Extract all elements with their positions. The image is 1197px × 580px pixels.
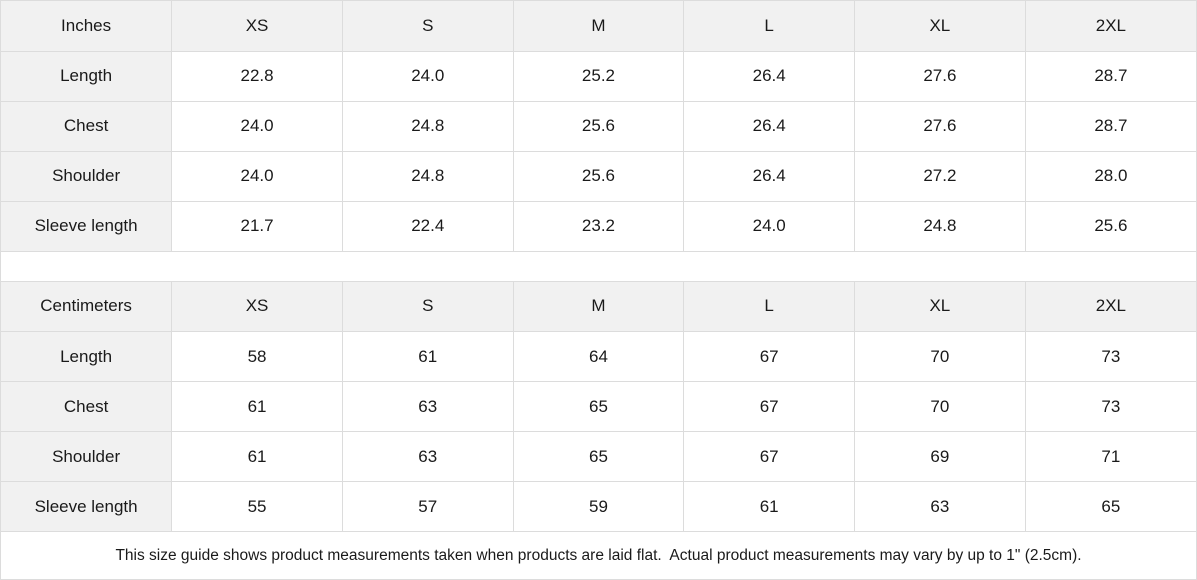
measurement-value-cell: 63 xyxy=(342,381,514,432)
size-header-cell: L xyxy=(683,1,856,52)
measurement-value-cell: 27.6 xyxy=(854,101,1026,152)
measurement-value-cell: 73 xyxy=(1025,331,1196,382)
measurement-value-cell: 25.6 xyxy=(513,151,685,202)
measurement-value-cell: 24.0 xyxy=(171,101,343,152)
inches-size-table: Inches XS S M L XL 2XL Length 22.8 24.0 25.2 26.4 27… xyxy=(1,1,1196,252)
measurement-value-cell: 27.6 xyxy=(854,51,1026,102)
measurement-value-cell: 24.8 xyxy=(854,201,1026,252)
measurement-value-cell: 65 xyxy=(1025,481,1196,532)
measurement-label-cell: Length xyxy=(1,331,173,382)
measurement-value-cell: 27.2 xyxy=(854,151,1026,202)
measurement-value-cell: 28.7 xyxy=(1025,101,1196,152)
measurement-value-cell: 25.2 xyxy=(513,51,685,102)
measurement-value-cell: 61 xyxy=(342,331,514,382)
measurement-row: Chest 24.0 24.8 25.6 26.4 27.6 28.7 xyxy=(1,101,1196,152)
measurement-value-cell: 63 xyxy=(342,431,514,482)
measurement-row: Length 58 61 64 67 70 73 xyxy=(1,331,1196,382)
size-header-row: Centimeters XS S M L XL 2XL xyxy=(1,281,1196,332)
measurement-value-cell: 57 xyxy=(342,481,514,532)
measurement-value-cell: 26.4 xyxy=(683,51,856,102)
measurement-value-cell: 21.7 xyxy=(171,201,343,252)
size-header-cell: XS xyxy=(171,281,343,332)
unit-header-cell: Centimeters xyxy=(1,281,173,332)
measurement-label-cell: Shoulder xyxy=(1,431,173,482)
measurement-value-cell: 28.7 xyxy=(1025,51,1196,102)
measurement-value-cell: 55 xyxy=(171,481,343,532)
measurement-value-cell: 61 xyxy=(683,481,856,532)
measurement-label-cell: Sleeve length xyxy=(1,481,173,532)
measurement-label-cell: Shoulder xyxy=(1,151,173,202)
measurement-value-cell: 69 xyxy=(854,431,1026,482)
measurement-label-cell: Chest xyxy=(1,381,173,432)
measurement-value-cell: 65 xyxy=(513,431,685,482)
measurement-row: Chest 61 63 65 67 70 73 xyxy=(1,381,1196,432)
measurement-label-cell: Sleeve length xyxy=(1,201,173,252)
measurement-value-cell: 22.4 xyxy=(342,201,514,252)
measurement-value-cell: 70 xyxy=(854,381,1026,432)
measurement-value-cell: 24.0 xyxy=(683,201,856,252)
centimeters-size-table: Centimeters XS S M L XL 2XL Length 58 61 64 67 70 73 C… xyxy=(1,281,1196,532)
measurement-value-cell: 61 xyxy=(171,431,343,482)
size-header-cell: 2XL xyxy=(1025,1,1196,52)
measurement-label-cell: Length xyxy=(1,51,173,102)
measurement-value-cell: 70 xyxy=(854,331,1026,382)
measurement-value-cell: 28.0 xyxy=(1025,151,1196,202)
measurement-value-cell: 65 xyxy=(513,381,685,432)
measurement-value-cell: 64 xyxy=(513,331,685,382)
measurement-value-cell: 23.2 xyxy=(513,201,685,252)
size-guide-note: This size guide shows product measuremen… xyxy=(1,532,1196,579)
size-header-cell: XS xyxy=(171,1,343,52)
measurement-value-cell: 71 xyxy=(1025,431,1196,482)
measurement-value-cell: 24.0 xyxy=(171,151,343,202)
size-header-cell: XL xyxy=(854,281,1026,332)
measurement-value-cell: 24.0 xyxy=(342,51,514,102)
measurement-value-cell: 59 xyxy=(513,481,685,532)
measurement-label-cell: Chest xyxy=(1,101,173,152)
size-header-cell: S xyxy=(342,1,514,52)
size-header-cell: 2XL xyxy=(1025,281,1196,332)
measurement-value-cell: 25.6 xyxy=(513,101,685,152)
size-header-cell: L xyxy=(683,281,856,332)
measurement-value-cell: 22.8 xyxy=(171,51,343,102)
measurement-value-cell: 24.8 xyxy=(342,101,514,152)
measurement-row: Length 22.8 24.0 25.2 26.4 27.6 28.7 xyxy=(1,51,1196,102)
measurement-value-cell: 73 xyxy=(1025,381,1196,432)
measurement-value-cell: 24.8 xyxy=(342,151,514,202)
size-header-cell: M xyxy=(513,281,685,332)
measurement-value-cell: 67 xyxy=(683,331,856,382)
measurement-value-cell: 61 xyxy=(171,381,343,432)
size-header-cell: S xyxy=(342,281,514,332)
size-header-cell: XL xyxy=(854,1,1026,52)
measurement-value-cell: 63 xyxy=(854,481,1026,532)
measurement-value-cell: 26.4 xyxy=(683,101,856,152)
measurement-row: Shoulder 61 63 65 67 69 71 xyxy=(1,431,1196,482)
measurement-row: Sleeve length 55 57 59 61 63 65 xyxy=(1,481,1196,532)
measurement-row: Shoulder 24.0 24.8 25.6 26.4 27.2 28.0 xyxy=(1,151,1196,202)
size-header-row: Inches XS S M L XL 2XL xyxy=(1,1,1196,52)
measurement-value-cell: 26.4 xyxy=(683,151,856,202)
size-header-cell: M xyxy=(513,1,685,52)
measurement-value-cell: 67 xyxy=(683,431,856,482)
measurement-row: Sleeve length 21.7 22.4 23.2 24.0 24.8 25.6 xyxy=(1,201,1196,252)
measurement-value-cell: 25.6 xyxy=(1025,201,1196,252)
table-spacer xyxy=(1,251,1196,282)
measurement-value-cell: 58 xyxy=(171,331,343,382)
unit-header-cell: Inches xyxy=(1,1,173,52)
measurement-value-cell: 67 xyxy=(683,381,856,432)
